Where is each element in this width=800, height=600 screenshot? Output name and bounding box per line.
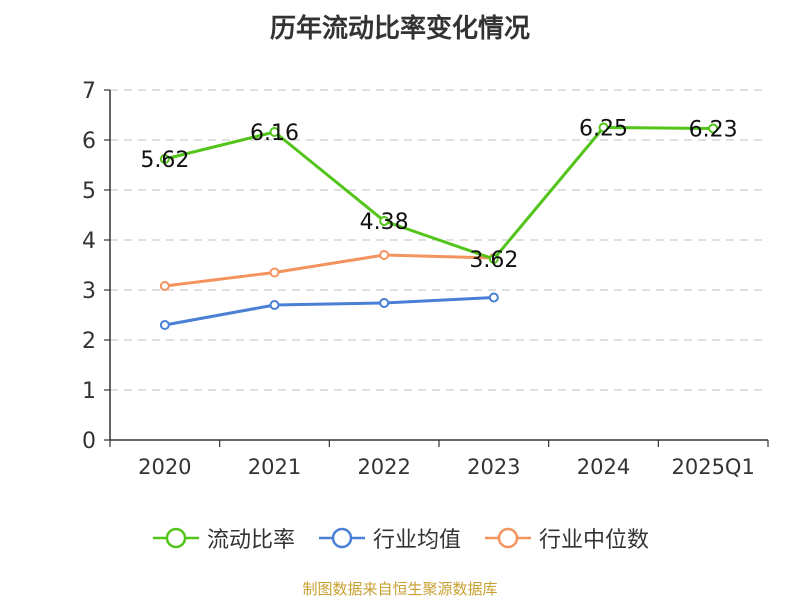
x-tick-label: 2023 bbox=[467, 455, 520, 479]
series-point bbox=[269, 300, 280, 310]
y-tick-label: 1 bbox=[82, 379, 96, 404]
legend-label: 行业均值 bbox=[372, 528, 461, 553]
y-tick-label: 0 bbox=[82, 429, 96, 454]
legend-marker-icon bbox=[485, 527, 531, 549]
legend-item[interactable]: 流动比率 bbox=[151, 522, 295, 554]
series-point bbox=[708, 123, 719, 134]
legend-label: 行业中位数 bbox=[539, 528, 650, 553]
y-tick-label: 4 bbox=[82, 229, 96, 254]
y-tick-label: 7 bbox=[82, 79, 96, 104]
data-label: 4.38 bbox=[360, 210, 409, 235]
chart-title: 历年流动比率变化情况 bbox=[269, 14, 530, 44]
data-label: 6.16 bbox=[250, 121, 299, 146]
series-point bbox=[159, 154, 170, 164]
data-label: 5.62 bbox=[140, 148, 189, 173]
x-tick-label: 2022 bbox=[357, 455, 410, 479]
data-label: 6.23 bbox=[689, 118, 738, 143]
series-point bbox=[598, 122, 609, 133]
data-label: 6.25 bbox=[579, 117, 628, 142]
series-point bbox=[269, 127, 280, 137]
legend-label: 流动比率 bbox=[206, 528, 295, 553]
x-tick-label: 2021 bbox=[248, 455, 301, 479]
source-note: 制图数据来自恒生聚源数据库 bbox=[302, 580, 498, 598]
series-point bbox=[379, 298, 390, 308]
y-tick-label: 5 bbox=[82, 179, 96, 204]
data-labels: 5.62 6.16 4.38 3.62 6.25 6.23 bbox=[140, 117, 737, 274]
series-group bbox=[159, 122, 719, 330]
legend-item[interactable]: 行业均值 bbox=[317, 522, 461, 554]
series-line bbox=[164, 296, 494, 327]
legend: 流动比率 行业均值 行业中位数 bbox=[0, 520, 800, 556]
series-point bbox=[159, 320, 170, 330]
y-tick-label: 3 bbox=[82, 279, 96, 304]
x-tick-label: 2020 bbox=[138, 455, 191, 479]
legend-item[interactable]: 行业中位数 bbox=[483, 522, 649, 554]
series-point bbox=[159, 281, 170, 291]
series-point bbox=[488, 292, 499, 303]
series-line bbox=[164, 126, 714, 261]
series-point bbox=[379, 216, 390, 226]
data-label: 3.62 bbox=[469, 248, 518, 273]
legend-marker-icon bbox=[318, 527, 365, 549]
series-line bbox=[164, 253, 494, 288]
x-tick-label: 2024 bbox=[577, 455, 630, 479]
series-point bbox=[269, 267, 280, 278]
legend-marker-icon bbox=[152, 527, 199, 549]
series-point bbox=[379, 250, 390, 260]
x-tick-label: 2025Q1 bbox=[671, 455, 754, 479]
y-tick-label: 6 bbox=[82, 129, 96, 154]
y-tick-label: 2 bbox=[82, 329, 96, 354]
series-point bbox=[488, 254, 499, 264]
axes: 0 1 2 3 4 5 6 7 2020 2021 2022 2023 2024 2025Q1 bbox=[82, 79, 769, 479]
